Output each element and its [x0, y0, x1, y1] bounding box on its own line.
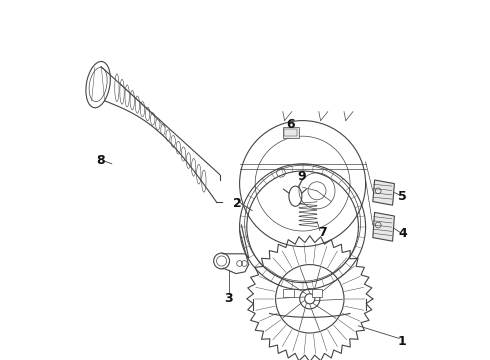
- Text: 7: 7: [318, 226, 327, 239]
- Text: 5: 5: [398, 190, 407, 203]
- Text: 4: 4: [398, 227, 407, 240]
- Text: 3: 3: [224, 292, 233, 305]
- Polygon shape: [373, 180, 394, 205]
- Bar: [283, 289, 294, 297]
- Text: 2: 2: [233, 197, 242, 210]
- Bar: [312, 289, 322, 297]
- Text: 1: 1: [397, 335, 406, 348]
- Bar: [283, 127, 299, 138]
- Text: 8: 8: [96, 154, 104, 167]
- Text: 9: 9: [297, 170, 306, 183]
- Bar: [284, 129, 297, 136]
- Polygon shape: [373, 212, 394, 241]
- Text: 6: 6: [287, 118, 295, 131]
